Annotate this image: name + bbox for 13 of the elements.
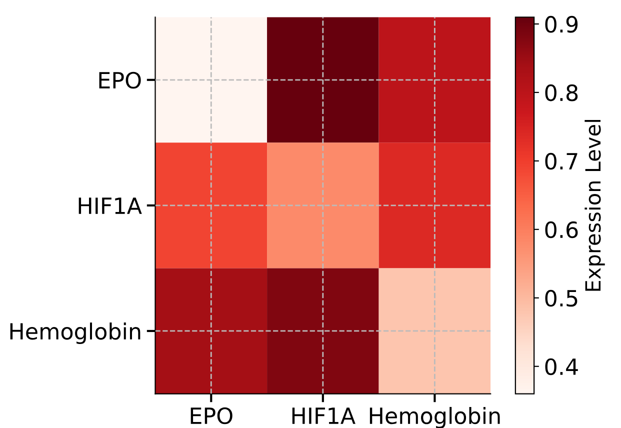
- color-bar-label: 0.6: [545, 221, 578, 238]
- color-bar-label: 0.5: [545, 290, 578, 307]
- x-tick-label: HIF1A: [292, 408, 356, 424]
- color-bar-title: Expression Level: [584, 120, 605, 291]
- x-tick-label: EPO: [190, 407, 232, 424]
- color-bar-label: 0.9: [545, 16, 578, 33]
- color-bar-label: 0.4: [545, 358, 578, 376]
- x-tick-label: Hemoglobin: [370, 406, 500, 428]
- y-tick-label: Hemoglobin: [10, 322, 140, 344]
- y-tick-label: HIF1A: [78, 198, 142, 214]
- color-bar-label: 0.7: [545, 152, 578, 170]
- y-tick-label: EPO: [99, 72, 141, 89]
- color-bar-label: 0.8: [545, 84, 578, 102]
